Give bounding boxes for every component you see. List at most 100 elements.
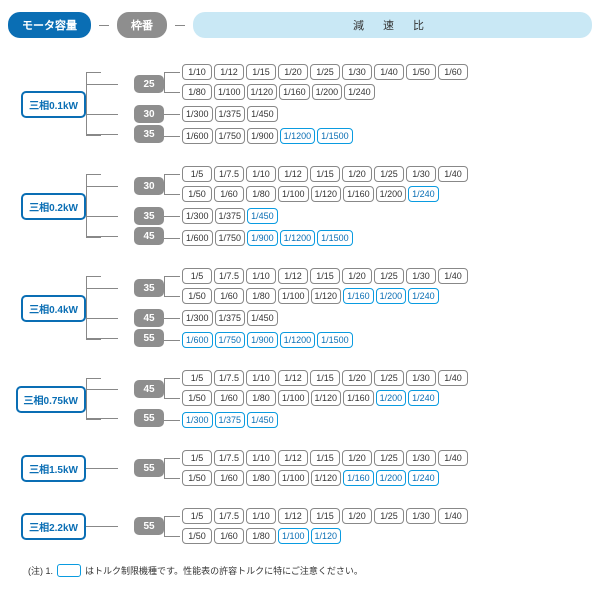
frame-column: 4555 <box>86 368 164 430</box>
ratio-value: 1/100 <box>278 390 309 406</box>
ratio-value: 1/40 <box>374 64 404 80</box>
ratio-value: 1/50 <box>182 288 212 304</box>
ratio-value: 1/600 <box>182 128 213 144</box>
header-frame-label: 枠番 <box>117 12 167 38</box>
ratio-value: 1/450 <box>247 106 278 122</box>
ratio-block: 1/6001/7501/9001/12001/1500 <box>164 126 592 146</box>
connector-bracket <box>86 378 101 420</box>
ratio-value: 1/240 <box>408 186 439 202</box>
ratio-value: 1/450 <box>247 310 278 326</box>
ratio-value: 1/20 <box>342 268 372 284</box>
ratio-value: 1/25 <box>374 450 404 466</box>
ratio-value: 1/160 <box>343 470 374 486</box>
ratio-value: 1/900 <box>247 230 278 246</box>
ratio-value: 1/50 <box>182 470 212 486</box>
ratio-line: 1/51/7.51/101/121/151/201/251/301/40 <box>164 448 592 468</box>
header-row: モータ容量 枠番 減 速 比 <box>8 12 592 38</box>
connector-line <box>86 526 118 527</box>
connector-line <box>164 536 180 537</box>
ratio-value: 1/1500 <box>317 230 353 246</box>
motor-capacity: 三相0.75kW <box>16 386 86 413</box>
ratio-value: 1/12 <box>278 450 308 466</box>
ratio-value: 1/60 <box>214 390 244 406</box>
ratio-line: 1/801/1001/1201/1601/2001/240 <box>164 82 592 102</box>
ratio-value: 1/80 <box>246 186 276 202</box>
ratio-value: 1/120 <box>311 288 342 304</box>
ratio-value: 1/60 <box>438 64 468 80</box>
ratio-value: 1/160 <box>279 84 310 100</box>
ratio-value: 1/80 <box>246 390 276 406</box>
ratio-value: 1/7.5 <box>214 508 244 524</box>
ratio-value: 1/120 <box>247 84 278 100</box>
ratio-value: 1/60 <box>214 288 244 304</box>
ratio-value: 1/5 <box>182 508 212 524</box>
ratio-value: 1/300 <box>182 412 213 428</box>
ratio-column: 1/51/7.51/101/121/151/201/251/301/401/50… <box>164 448 592 488</box>
connector-line <box>164 318 180 319</box>
ratio-value: 1/12 <box>278 166 308 182</box>
frame-number: 45 <box>134 380 164 398</box>
ratio-line: 1/501/601/801/1001/1201/1601/2001/240 <box>164 468 592 488</box>
ratio-line: 1/501/601/801/1001/1201/1601/2001/240 <box>164 388 592 408</box>
ratio-value: 1/5 <box>182 370 212 386</box>
connector-line <box>164 296 180 297</box>
ratio-column: 1/51/7.51/101/121/151/201/251/301/401/50… <box>164 164 592 248</box>
ratio-value: 1/7.5 <box>214 268 244 284</box>
connector-bracket <box>86 276 101 340</box>
ratio-column: 1/51/7.51/101/121/151/201/251/301/401/50… <box>164 506 592 546</box>
motor-capacity: 三相0.1kW <box>21 91 86 118</box>
torque-swatch <box>57 564 81 577</box>
motor-group: 三相0.1kW2530351/101/121/151/201/251/301/4… <box>8 62 592 146</box>
ratio-value: 1/60 <box>214 186 244 202</box>
ratio-value: 1/450 <box>247 412 278 428</box>
ratio-block: 1/3001/3751/450 <box>164 308 592 328</box>
motor-column: 三相1.5kW <box>8 448 86 488</box>
ratio-block: 1/51/7.51/101/121/151/201/251/301/401/50… <box>164 164 592 204</box>
ratio-value: 1/450 <box>247 208 278 224</box>
ratio-value: 1/12 <box>278 508 308 524</box>
ratio-value: 1/7.5 <box>214 370 244 386</box>
motor-capacity: 三相1.5kW <box>21 455 86 482</box>
ratio-block: 1/3001/3751/450 <box>164 206 592 226</box>
frame-column: 35 45 55 <box>86 266 164 350</box>
frame-number: 55 <box>134 459 164 477</box>
motor-capacity: 三相0.2kW <box>21 193 86 220</box>
connector-line <box>164 72 180 73</box>
ratio-line: 1/6001/7501/9001/12001/1500 <box>164 330 592 350</box>
footnote-prefix: (注) 1. <box>28 564 53 577</box>
motor-capacity: 三相2.2kW <box>21 513 86 540</box>
frame-number: 55 <box>134 329 164 347</box>
ratio-value: 1/50 <box>182 390 212 406</box>
ratio-block: 1/3001/3751/450 <box>164 104 592 124</box>
ratio-line: 1/501/601/801/1001/1201/1601/2001/240 <box>164 184 592 204</box>
ratio-value: 1/40 <box>438 508 468 524</box>
ratio-value: 1/40 <box>438 166 468 182</box>
connector-line <box>164 216 180 217</box>
ratio-line: 1/101/121/151/201/251/301/401/501/60 <box>164 62 592 82</box>
ratio-value: 1/80 <box>246 470 276 486</box>
frame-number: 45 <box>134 309 164 327</box>
ratio-line: 1/51/7.51/101/121/151/201/251/301/40 <box>164 368 592 388</box>
ratio-line: 1/51/7.51/101/121/151/201/251/301/40 <box>164 506 592 526</box>
ratio-value: 1/240 <box>344 84 375 100</box>
connector-line <box>164 194 180 195</box>
ratio-value: 1/20 <box>342 508 372 524</box>
frame-number: 35 <box>134 207 164 225</box>
ratio-value: 1/5 <box>182 450 212 466</box>
ratio-value: 1/50 <box>406 64 436 80</box>
ratio-value: 1/240 <box>408 470 439 486</box>
ratio-value: 1/240 <box>408 390 439 406</box>
connector-line <box>164 478 180 479</box>
frame-number: 35 <box>134 279 164 297</box>
ratio-line: 1/501/601/801/1001/1201/1601/2001/240 <box>164 286 592 306</box>
ratio-value: 1/900 <box>247 332 278 348</box>
ratio-value: 1/10 <box>246 268 276 284</box>
ratio-value: 1/100 <box>278 470 309 486</box>
ratio-block: 1/51/7.51/101/121/151/201/251/301/401/50… <box>164 448 592 488</box>
ratio-value: 1/300 <box>182 208 213 224</box>
ratio-value: 1/375 <box>215 412 246 428</box>
footnote-text: はトルク制限機種です。性能表の許容トルクに特にご注意ください。 <box>85 564 363 577</box>
ratio-value: 1/750 <box>215 332 246 348</box>
ratio-value: 1/750 <box>215 128 246 144</box>
connector-line <box>164 516 180 517</box>
